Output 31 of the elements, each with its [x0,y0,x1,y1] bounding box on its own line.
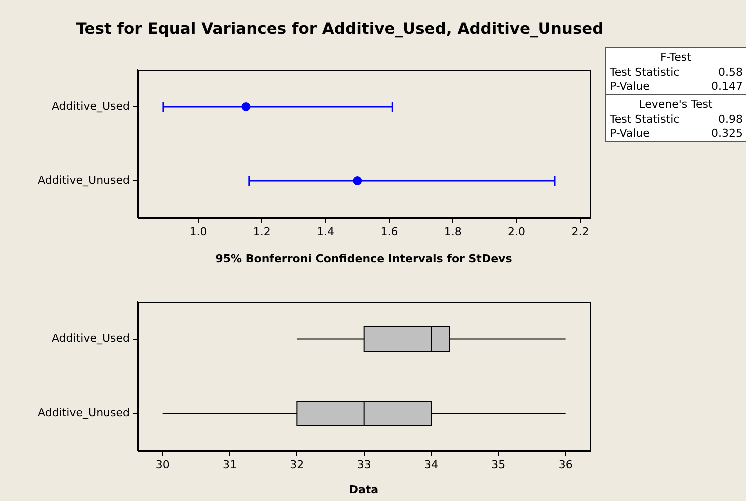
text: Test Statistic [610,113,680,127]
text: F-Test [660,50,692,66]
text: 0.58 [718,66,743,80]
x-tick-label: 35 [492,458,506,472]
text: 0.147 [712,80,743,94]
chart-title: Test for Equal Variances for Additive_Used, Additive_Unused [75,20,605,38]
y-tick-label: Additive_Unused [38,174,130,187]
x-tick-label: 1.8 [444,225,462,238]
text: Levene's Test [638,97,714,113]
text: 0.325 [712,127,743,141]
y-tick-label: Additive_Unused [38,406,130,420]
x-tick-label: 32 [290,458,304,472]
y-tick-label: Additive_Used [52,100,130,113]
text: 0.98 [718,113,743,127]
x-tick-label: 2.0 [508,225,526,238]
x-tick-label: 1.4 [317,225,335,238]
x-tick-label: 33 [357,458,372,472]
x-axis-title: 95% Bonferroni Confidence Intervals for StDevs [216,252,513,266]
x-tick-label: 36 [558,458,573,472]
text: P-Value [610,127,650,141]
x-tick-label: 34 [424,458,438,472]
x-axis-title: Data [349,483,379,496]
text: Test Statistic [610,66,680,80]
x-tick-label: 2.2 [572,225,590,238]
x-tick-label: 30 [156,458,170,472]
text: P-Value [610,80,650,94]
x-tick-label: 1.6 [380,225,398,238]
x-tick-label: 1.0 [190,225,208,238]
y-tick-label: Additive_Used [52,332,130,346]
x-tick-label: 1.2 [253,225,271,238]
x-tick-label: 31 [223,458,238,472]
